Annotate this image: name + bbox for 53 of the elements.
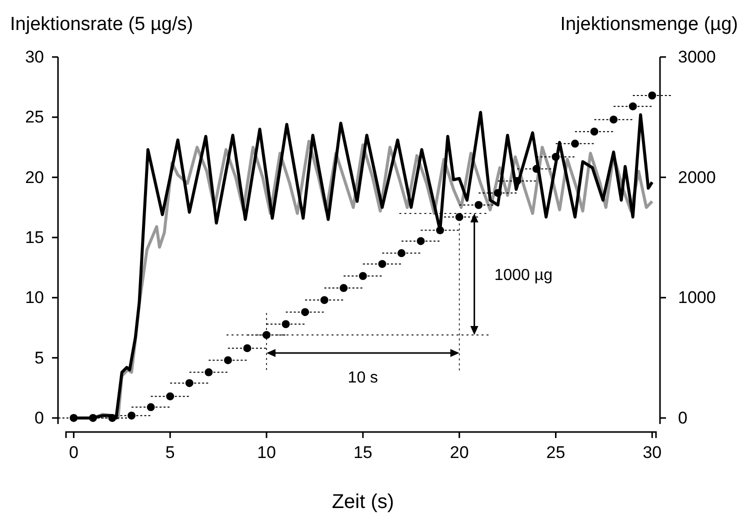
annotation: 1000 µg	[494, 266, 552, 284]
point	[224, 356, 232, 364]
point	[89, 414, 97, 422]
point	[398, 249, 406, 258]
point	[108, 414, 116, 422]
point	[70, 414, 78, 422]
y-tick-label: 30	[25, 47, 44, 66]
point	[204, 368, 213, 376]
point	[552, 152, 560, 161]
point	[513, 176, 522, 185]
x-tick-label: 0	[68, 443, 78, 462]
point	[146, 403, 155, 412]
point	[378, 260, 386, 268]
y2-tick-label: 1000	[678, 288, 716, 308]
y-axis-title: Injektionsrate (5 µg/s)	[10, 14, 194, 35]
x-tick-label: 25	[546, 443, 566, 462]
point	[494, 188, 502, 197]
point	[185, 379, 194, 388]
y-tick-label: 0	[34, 408, 44, 428]
y-tick-label: 5	[34, 348, 44, 368]
x-tick-label: 30	[642, 443, 662, 462]
x-tick-label: 20	[450, 443, 469, 462]
y-tick-label: 25	[25, 108, 44, 127]
x-tick-label: 15	[353, 443, 372, 462]
point	[474, 201, 483, 209]
point	[590, 128, 598, 136]
annotation: 10 s	[348, 370, 378, 387]
point	[628, 102, 637, 110]
y2-tick-label: 3000	[678, 47, 716, 66]
point	[455, 213, 464, 222]
point	[301, 308, 310, 316]
x-axis-title: Zeit (s)	[332, 491, 394, 513]
point	[436, 226, 444, 234]
x-tick-label: 10	[257, 443, 276, 462]
y2-tick-label: 0	[678, 408, 688, 428]
point	[166, 392, 174, 400]
point	[532, 164, 540, 173]
point	[320, 296, 328, 304]
point	[416, 237, 425, 246]
point	[340, 284, 348, 292]
y2-tick-label: 2000	[678, 168, 716, 187]
y2-axis-title: Injektionsmenge (µg)	[560, 14, 738, 35]
y-tick-label: 15	[25, 228, 44, 247]
point	[243, 344, 252, 352]
y-tick-label: 20	[25, 168, 44, 187]
point	[358, 272, 367, 280]
x-tick-label: 5	[165, 443, 175, 462]
point	[282, 320, 290, 328]
point	[610, 116, 618, 124]
point	[571, 140, 580, 148]
point	[128, 412, 136, 420]
point	[648, 92, 656, 100]
y-tick-label: 10	[25, 288, 44, 308]
